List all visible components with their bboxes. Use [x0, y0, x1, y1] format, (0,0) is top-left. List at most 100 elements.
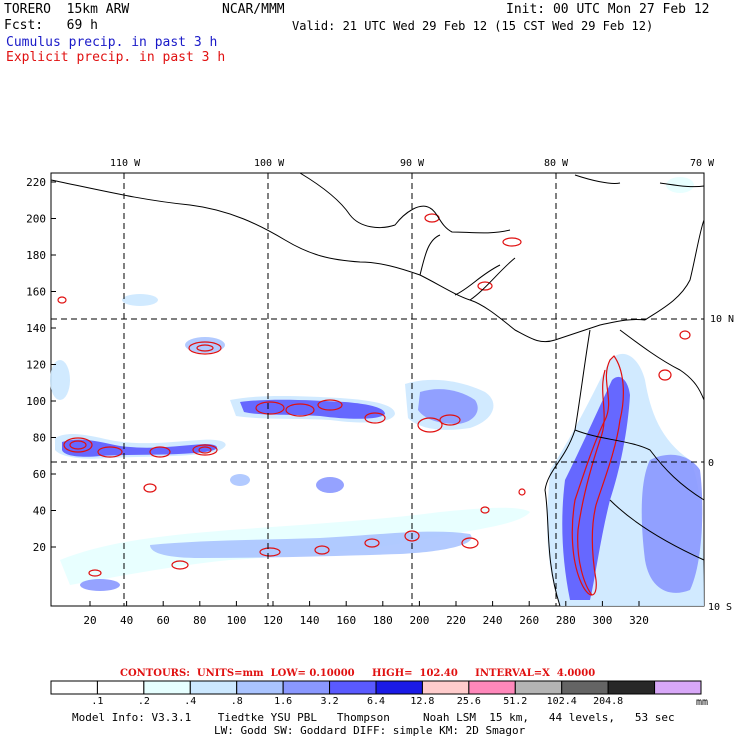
x-tick-label: 180: [373, 614, 393, 627]
lon-label: 110 W: [110, 158, 141, 169]
south-america-border-ec: [574, 429, 705, 501]
colorbar-swatch: [514, 680, 563, 695]
colorbar-label: .8: [231, 696, 243, 707]
colorbar-swatch: [282, 680, 331, 695]
mexico-coast: [50, 179, 646, 343]
coastlines: [50, 172, 705, 607]
colorbar-label: 25.6: [457, 696, 481, 707]
init-time: Init: 00 UTC Mon 27 Feb 12: [506, 2, 710, 17]
contour-info: CONTOURS: UNITS=mm LOW= 0.10000 HIGH= 10…: [120, 668, 595, 679]
colorbar-swatch: [143, 680, 191, 695]
colorbar-label: 6.4: [367, 696, 385, 707]
y-tick-labels: 220 200 180 160 140 120 100 80 60 40 20: [26, 176, 56, 554]
precip-band-west-core: [62, 439, 218, 457]
y-tick-label: 100: [26, 395, 46, 408]
x-tick-label: 300: [592, 614, 612, 627]
lat-label: 0: [708, 458, 714, 469]
x-tick-label: 120: [263, 614, 283, 627]
explicit-precip-contours: [57, 213, 691, 596]
precip-cell: [122, 294, 158, 306]
forecast-hour: Fcst: 69 h: [4, 18, 98, 33]
x-tick-labels: 20 40 60 80 100 120 140 160 180 200 220 240 260 280 30…: [83, 601, 649, 627]
colorbar-swatch: [189, 680, 238, 695]
x-tick-label: 220: [446, 614, 466, 627]
colorbar-unit: mm: [696, 697, 708, 708]
physics-info: LW: Godd SW: Goddard DIFF: simple KM: 2D…: [214, 724, 526, 737]
y-tick-label: 200: [26, 213, 46, 226]
precip-amazon-east: [641, 454, 703, 593]
colorbar-label: 12.8: [410, 696, 434, 707]
caribbean-island: [574, 174, 705, 188]
colombia-coast: [644, 219, 705, 321]
central-america-border: [419, 234, 516, 301]
colorbar-swatch: [375, 680, 423, 695]
y-tick-label: 20: [33, 541, 46, 554]
x-tick-label: 80: [193, 614, 206, 627]
lat-label: 10 N: [710, 314, 734, 325]
colorbar-swatch: [329, 680, 377, 695]
precip-cell: [230, 474, 250, 486]
x-tick-label: 160: [336, 614, 356, 627]
colorbar: .1 .2 .4 .8 1.6 3.2 6.4 12.8 25.6 51.2 102.4 204.8: [50, 680, 702, 707]
graticule: [51, 173, 704, 606]
colorbar-label: .4: [184, 696, 196, 707]
precip-cell: [50, 360, 70, 400]
colorbar-label: 102.4: [547, 696, 577, 707]
x-tick-label: 100: [226, 614, 246, 627]
colorbar-label: .2: [138, 696, 150, 707]
y-tick-label: 120: [26, 359, 46, 372]
model-info: Model Info: V3.3.1 Tiedtke YSU PBL Thomp…: [72, 711, 675, 724]
colorbar-swatch: [421, 680, 470, 695]
colorbar-swatch: [607, 680, 656, 695]
explicit-field-label: Explicit precip. in past 3 h: [6, 50, 226, 65]
x-tick-label: 320: [629, 614, 649, 627]
lat-labels: 10 N 0 10 S: [708, 314, 734, 613]
colorbar-swatch: [561, 680, 609, 695]
colorbar-swatch: [468, 680, 516, 695]
x-tick-label: 260: [519, 614, 539, 627]
south-america-border-pe: [609, 499, 705, 561]
lon-label: 70 W: [690, 158, 715, 169]
colorbar-label: .1: [91, 696, 103, 707]
colorbar-label: 204.8: [593, 696, 623, 707]
valid-time: Valid: 21 UTC Wed 29 Feb 12 (15 CST Wed …: [292, 19, 654, 33]
south-america-west-coast: [544, 329, 591, 607]
x-tick-label: 240: [483, 614, 503, 627]
precip-band-central-core: [240, 399, 385, 419]
organization: NCAR/MMM: [222, 2, 285, 17]
model-name: TORERO 15km ARW: [4, 2, 130, 17]
y-tick-label: 80: [33, 432, 46, 445]
precip-cell: [80, 579, 120, 591]
precip-band-south-mid: [150, 531, 472, 558]
precip-cell: [316, 477, 344, 493]
y-tick-label: 160: [26, 286, 46, 299]
lon-label: 80 W: [544, 158, 569, 169]
y-tick-label: 60: [33, 468, 46, 481]
y-tick-label: 180: [26, 249, 46, 262]
colorbar-swatch: [654, 680, 702, 695]
colorbar-swatch: [50, 680, 98, 695]
lon-labels: 110 W 100 W 90 W 80 W 70 W: [110, 158, 715, 169]
cumulus-field-label: Cumulus precip. in past 3 h: [6, 35, 218, 50]
precip-cluster-east-core: [418, 389, 478, 424]
x-tick-label: 200: [409, 614, 429, 627]
precip-cell: [666, 177, 694, 193]
colorbar-label: 3.2: [321, 696, 339, 707]
colorbar-swatch: [96, 680, 145, 695]
precip-southamerica-core: [562, 376, 630, 600]
lon-label: 90 W: [400, 158, 425, 169]
y-tick-label: 40: [33, 505, 46, 518]
lon-label: 100 W: [254, 158, 285, 169]
gulf-coast: [299, 172, 511, 234]
x-tick-label: 40: [120, 614, 133, 627]
south-america-border-co: [619, 329, 705, 401]
x-tick-label: 20: [83, 614, 96, 627]
lat-label: 10 S: [708, 602, 732, 613]
y-tick-label: 220: [26, 176, 46, 189]
x-tick-label: 280: [556, 614, 576, 627]
x-tick-label: 140: [300, 614, 320, 627]
colorbar-label: 1.6: [274, 696, 292, 707]
colorbar-swatch: [236, 680, 284, 695]
x-tick-label: 60: [157, 614, 170, 627]
